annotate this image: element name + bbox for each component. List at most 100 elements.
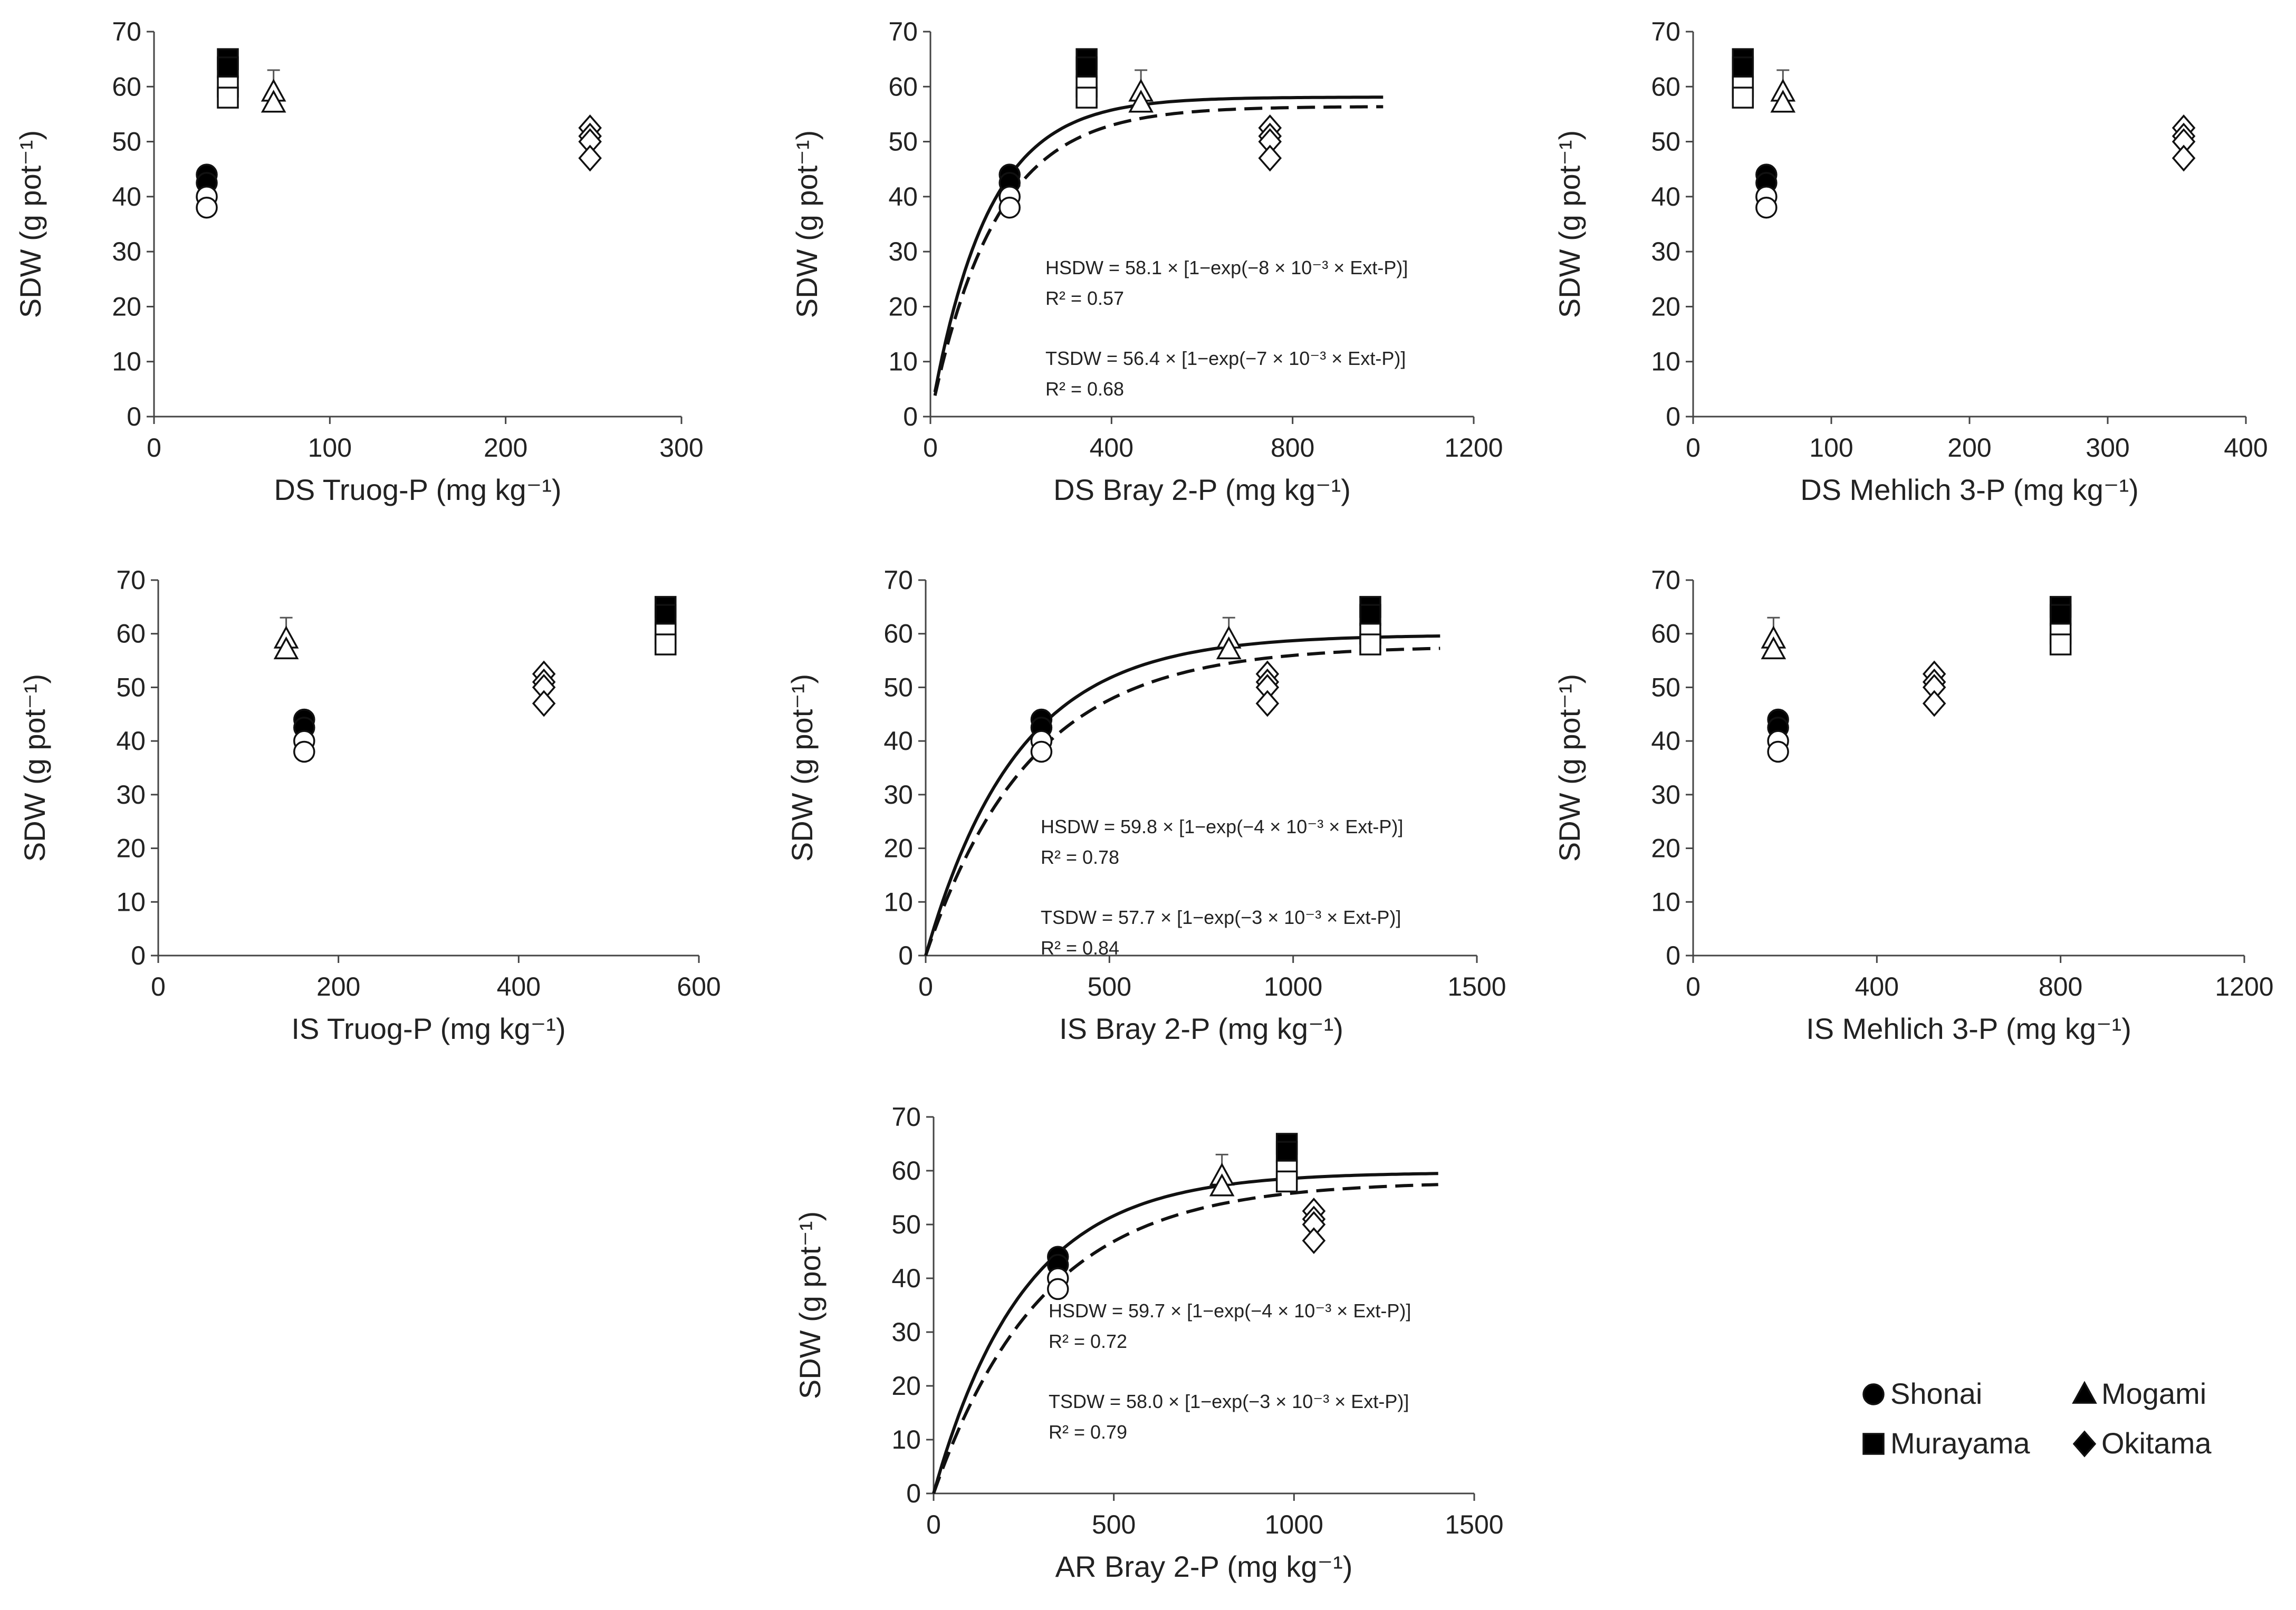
series-mogami (1770, 69, 1796, 113)
data-point-shonai (1030, 740, 1053, 763)
data-point-mogami (1216, 636, 1242, 660)
fit-curve-hsdw (924, 634, 1440, 956)
chart-panel-2: 0 10 20 30 40 50 60 70 0 400 800 1200 DS Bray 2-P (m… (790, 17, 1503, 506)
y-tick-label: 20 (1651, 834, 1680, 863)
x-tick-label: 200 (1947, 433, 1991, 462)
y-tick-label: 30 (112, 237, 141, 266)
x-axis-label: AR Bray 2-P (mg kg⁻¹) (1055, 1550, 1353, 1583)
diamond-icon (2072, 1430, 2097, 1458)
x-tick-label: 400 (1855, 972, 1899, 1001)
data-point-shonai (998, 196, 1021, 219)
y-tick-label: 40 (883, 726, 913, 756)
x-tick-label: 0 (1686, 433, 1701, 462)
chart-panel-1: 0 10 20 30 40 50 60 70 0 100 200 300 DS Truog-P (mg … (14, 17, 704, 506)
x-axis-label: DS Mehlich 3-P (mg kg⁻¹) (1800, 473, 2139, 506)
x-tick-label: 400 (497, 972, 541, 1001)
series-murayama (1275, 1133, 1298, 1193)
data-point-murayama (1075, 86, 1098, 109)
x-tick-label: 200 (316, 972, 360, 1001)
legend-label: Murayama (1890, 1426, 2030, 1460)
data-point-murayama (2049, 633, 2072, 655)
x-tick-label: 1200 (1444, 433, 1503, 462)
series-murayama (1359, 596, 1381, 655)
data-point-shonai (1047, 1278, 1069, 1300)
y-tick-label: 60 (891, 1156, 921, 1185)
series-okitama (1255, 660, 1280, 717)
fit-equation-text: HSDW = 59.7 × [1−exp(−4 × 10⁻³ × Ext-P)] (1049, 1300, 1411, 1322)
fit-curve-tsdw (924, 647, 1440, 956)
y-tick-label: 30 (891, 1317, 921, 1347)
fit-equation-text: R² = 0.68 (1045, 378, 1124, 400)
x-tick-label: 1000 (1264, 972, 1322, 1001)
fit-equation-text: R² = 0.57 (1045, 287, 1124, 309)
y-tick-label: 70 (1651, 565, 1680, 595)
y-tick-label: 0 (1666, 402, 1680, 431)
data-point-murayama (1359, 633, 1381, 655)
y-tick-label: 10 (1651, 887, 1680, 917)
x-tick-label: 500 (1088, 972, 1131, 1001)
y-axis-label: SDW (g pot⁻¹) (793, 1211, 827, 1399)
series-shonai (1030, 708, 1053, 763)
x-tick-label: 0 (147, 433, 161, 462)
data-point-mogami (1209, 1173, 1235, 1197)
series-mogami (1128, 69, 1154, 113)
data-point-okitama (532, 690, 556, 717)
y-tick-label: 60 (883, 619, 913, 649)
y-tick-label: 70 (891, 1102, 921, 1132)
series-murayama (2049, 596, 2072, 655)
data-point-okitama (2172, 144, 2196, 172)
x-axis-label: IS Truog-P (mg kg⁻¹) (291, 1012, 565, 1045)
y-tick-label: 10 (883, 887, 913, 917)
y-tick-label: 50 (888, 127, 918, 157)
series-mogami (1209, 1153, 1235, 1197)
legend-item-mogami: Mogami (2072, 1377, 2206, 1410)
fit-curve-tsdw (932, 1183, 1438, 1495)
data-point-mogami (273, 636, 299, 660)
x-tick-label: 800 (1271, 433, 1314, 462)
y-axis-label: SDW (g pot⁻¹) (18, 674, 51, 862)
x-tick-label: 0 (1686, 972, 1701, 1001)
y-tick-label: 30 (1651, 237, 1680, 266)
chart-panel-7: 0 10 20 30 40 50 60 70 0 500 1000 1500 AR Bray 2-P (… (793, 1102, 1504, 1583)
x-tick-label: 800 (2039, 972, 2082, 1001)
data-point-okitama (1302, 1227, 1326, 1255)
data-point-shonai (196, 196, 218, 219)
fit-equation-text: TSDW = 58.0 × [1−exp(−3 × 10⁻³ × Ext-P)] (1049, 1391, 1409, 1412)
y-tick-label: 40 (1651, 726, 1680, 756)
y-tick-label: 10 (112, 347, 141, 377)
series-mogami (261, 69, 286, 113)
y-tick-label: 50 (891, 1210, 921, 1239)
y-tick-label: 0 (127, 402, 141, 431)
x-axis-label: DS Bray 2-P (mg kg⁻¹) (1053, 473, 1351, 506)
x-tick-label: 0 (923, 433, 938, 462)
series-mogami (1216, 616, 1242, 660)
y-tick-label: 10 (1651, 347, 1680, 377)
series-murayama (655, 596, 677, 655)
data-point-murayama (655, 604, 677, 626)
fit-curve-hsdw (932, 1172, 1438, 1494)
fit-equation-text: HSDW = 59.8 × [1−exp(−4 × 10⁻³ × Ext-P)] (1041, 816, 1403, 837)
data-point-okitama (1255, 690, 1280, 717)
fit-equation-text: HSDW = 58.1 × [1−exp(−8 × 10⁻³ × Ext-P)] (1045, 257, 1408, 278)
series-shonai (1767, 708, 1789, 763)
x-tick-label: 0 (926, 1510, 941, 1539)
y-tick-label: 70 (1651, 17, 1680, 46)
y-tick-label: 40 (888, 182, 918, 211)
y-tick-label: 20 (883, 834, 913, 863)
data-point-mogami (261, 90, 286, 113)
data-point-murayama (2049, 604, 2072, 626)
y-tick-label: 30 (116, 780, 146, 809)
chart-panel-6: 0 10 20 30 40 50 60 70 0 400 800 1200 IS Mehlich 3-P… (1553, 565, 2274, 1045)
chart-panel-3: 0 10 20 30 40 50 60 70 0 100 200 300 400 DS Mehlich 3… (1553, 17, 2268, 506)
x-tick-label: 1000 (1265, 1510, 1323, 1539)
data-point-okitama (1922, 690, 1946, 717)
series-shonai (998, 163, 1021, 219)
y-tick-label: 60 (112, 72, 141, 101)
data-point-mogami (1128, 90, 1154, 113)
series-okitama (1258, 114, 1282, 172)
x-tick-label: 400 (2224, 433, 2268, 462)
series-okitama (1302, 1198, 1326, 1255)
series-shonai (293, 708, 315, 763)
x-tick-label: 400 (1090, 433, 1133, 462)
